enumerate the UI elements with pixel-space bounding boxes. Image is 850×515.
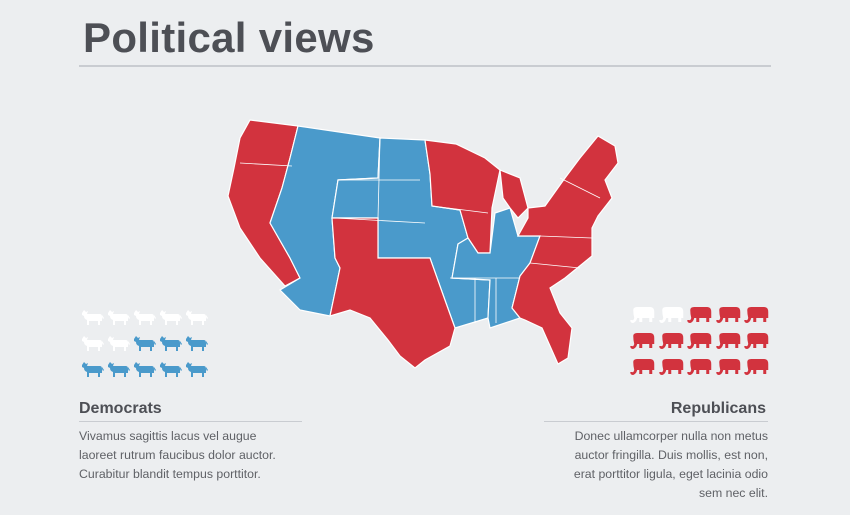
donkey-icon [79, 330, 105, 356]
state-borders [239, 139, 601, 323]
elephant-icon [657, 330, 686, 356]
elephant-icon [742, 304, 771, 330]
democrat-icon-grid [79, 304, 209, 382]
elephant-icon [628, 330, 657, 356]
republican-icon-grid [628, 304, 771, 382]
donkey-icon [183, 330, 209, 356]
republicans-heading: Republicans [670, 400, 766, 417]
elephant-icon [657, 304, 686, 330]
elephant-icon [742, 330, 771, 356]
republicans-text-line: auctor fringilla. Duis mollis, est non, [574, 448, 768, 462]
republicans-divider [544, 421, 768, 422]
republicans-text: Donec ullamcorper nulla non metus auctor… [508, 427, 768, 503]
elephant-icon [714, 330, 743, 356]
elephant-icon [685, 304, 714, 330]
us-political-map [227, 119, 619, 369]
donkey-icon [183, 304, 209, 330]
donkey-icon [131, 330, 157, 356]
donkey-icon [157, 356, 183, 382]
donkey-icon [79, 356, 105, 382]
state-shape-michigan [499, 169, 529, 219]
elephant-icon [742, 356, 771, 382]
donkey-icon [105, 356, 131, 382]
democrats-text: Vivamus sagittis lacus vel augue laoreet… [79, 427, 319, 484]
republicans-text-line: Donec ullamcorper nulla non metus [574, 429, 768, 443]
republicans-text-line: erat porttitor ligula, eget lacinia odio [573, 467, 768, 481]
democrats-divider [79, 421, 302, 422]
democrats-text-line: laoreet rutrum faucibus dolor auctor. [79, 448, 276, 462]
state-shape-central-south [329, 217, 456, 369]
democrats-heading: Democrats [79, 400, 162, 417]
state-shape-east [511, 135, 619, 365]
page-title: Political views [83, 14, 375, 61]
elephant-icon [685, 356, 714, 382]
elephant-icon [714, 356, 743, 382]
democrats-text-line: Vivamus sagittis lacus vel augue [79, 429, 257, 443]
title-divider [79, 65, 771, 67]
elephant-icon [714, 304, 743, 330]
donkey-icon [105, 304, 131, 330]
donkey-icon [105, 330, 131, 356]
donkey-icon [79, 304, 105, 330]
elephant-icon [628, 356, 657, 382]
donkey-icon [131, 356, 157, 382]
elephant-icon [657, 356, 686, 382]
donkey-icon [183, 356, 209, 382]
donkey-icon [131, 304, 157, 330]
elephant-icon [685, 330, 714, 356]
donkey-icon [157, 304, 183, 330]
republicans-text-line: sem nec elit. [698, 486, 768, 500]
donkey-icon [157, 330, 183, 356]
elephant-icon [628, 304, 657, 330]
democrats-text-line: Curabitur blandit tempus porttitor. [79, 467, 261, 481]
